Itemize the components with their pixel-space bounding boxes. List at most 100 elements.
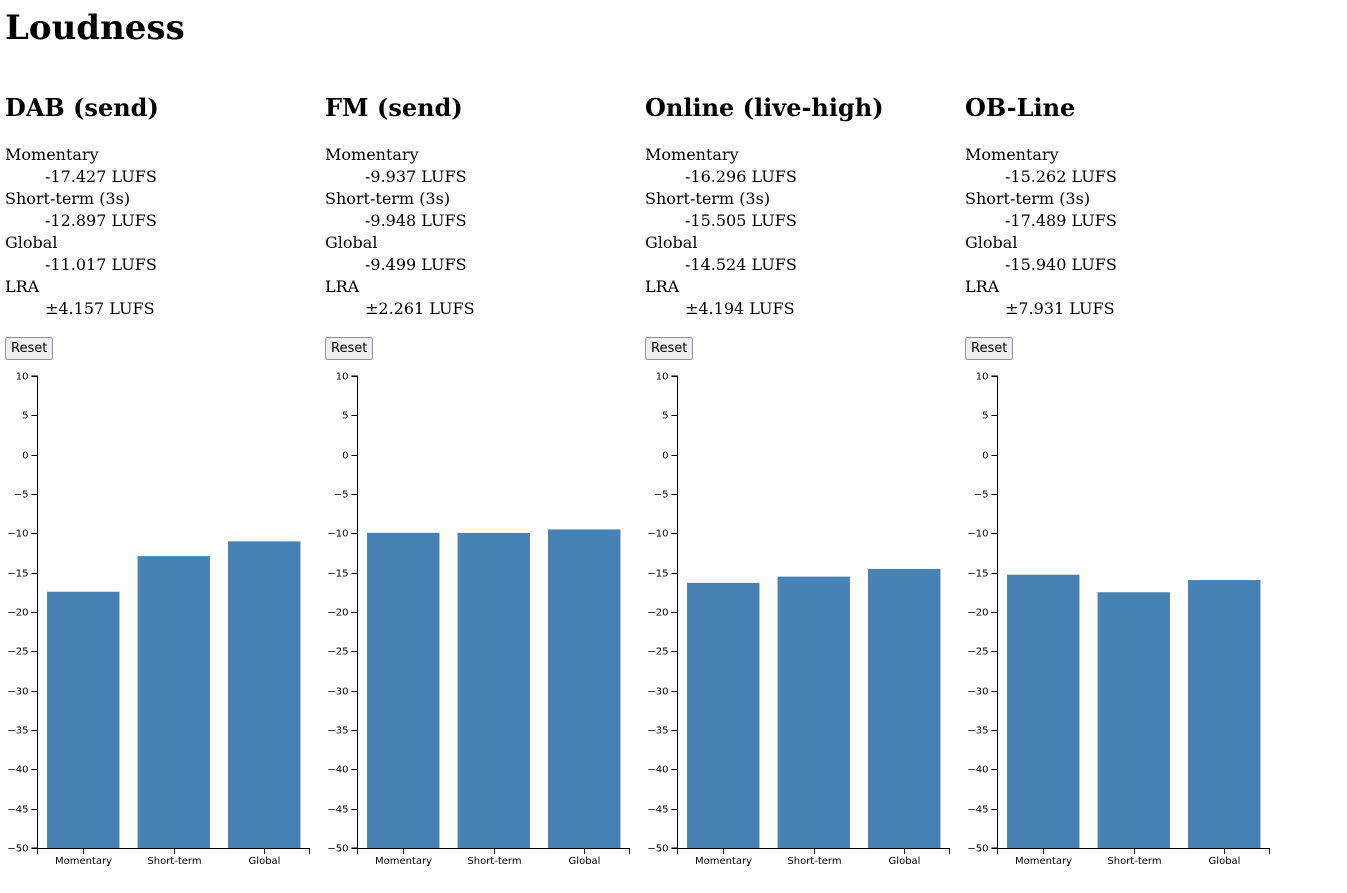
bar-momentary: [367, 533, 439, 848]
reset-button[interactable]: Reset: [645, 337, 693, 360]
y-tick-label: 5: [22, 411, 28, 422]
lra-value: ±2.261 LUFS: [365, 298, 475, 320]
momentary-label: Momentary: [5, 144, 157, 166]
y-tick-label: 0: [662, 451, 668, 462]
y-tick-label: 10: [976, 372, 989, 383]
y-tick-label: −40: [327, 765, 348, 776]
x-axis: Momentary Short-term Global: [358, 849, 630, 868]
panel-dab-send: DAB (send) Momentary -17.427 LUFS Short-…: [0, 0, 320, 893]
loudness-bar-chart: 10 5 0 −5 −10 −15 −20 −25 −30 −35 −40 −45 −50 Momenta…: [320, 365, 640, 875]
momentary-value: -16.296 LUFS: [685, 166, 797, 188]
y-tick-label: −5: [334, 490, 349, 501]
y-tick-label: 10: [336, 372, 349, 383]
bar-momentary: [1007, 575, 1079, 848]
y-tick-label: −10: [327, 529, 348, 540]
short-term-value: -15.505 LUFS: [685, 210, 797, 232]
plot-area: 10 5 0 −5 −10 −15 −20 −25 −30 −35 −40 −45 −50 Momenta…: [327, 372, 629, 868]
y-tick-label: −25: [647, 647, 668, 658]
lra-label: LRA: [325, 276, 475, 298]
x-axis: Momentary Short-term Global: [998, 849, 1270, 868]
reset-button[interactable]: Reset: [965, 337, 1013, 360]
stats-list: Momentary -17.427 LUFS Short-term (3s) -…: [5, 144, 157, 320]
y-tick-label: −35: [7, 726, 28, 737]
short-term-value: -17.489 LUFS: [1005, 210, 1117, 232]
y-tick-label: −50: [647, 844, 668, 855]
y-tick-label: −40: [7, 765, 28, 776]
y-tick-label: −25: [327, 647, 348, 658]
y-tick-label: −20: [7, 608, 28, 619]
y-tick-label: −20: [967, 608, 988, 619]
bar-global: [228, 541, 300, 848]
x-tick-label: Global: [249, 856, 281, 867]
global-value: -11.017 LUFS: [45, 254, 157, 276]
x-tick-label: Momentary: [695, 856, 752, 867]
short-term-value: -12.897 LUFS: [45, 210, 157, 232]
stats-list: Momentary -15.262 LUFS Short-term (3s) -…: [965, 144, 1117, 320]
short-term-label: Short-term (3s): [325, 188, 475, 210]
y-tick-label: −50: [967, 844, 988, 855]
panel-title: FM (send): [325, 92, 463, 124]
x-tick-label: Momentary: [375, 856, 432, 867]
momentary-label: Momentary: [325, 144, 475, 166]
lra-label: LRA: [5, 276, 157, 298]
y-tick-label: −45: [327, 805, 348, 816]
y-tick-label: −40: [647, 765, 668, 776]
loudness-bar-chart: 10 5 0 −5 −10 −15 −20 −25 −30 −35 −40 −45 −50 Momenta…: [960, 365, 1280, 875]
x-tick-label: Short-term: [787, 856, 841, 867]
x-axis-line: [38, 849, 310, 855]
x-axis: Momentary Short-term Global: [38, 849, 310, 868]
panel-title: OB-Line: [965, 92, 1075, 124]
y-tick-label: −30: [327, 687, 348, 698]
loudness-bar-chart: 10 5 0 −5 −10 −15 −20 −25 −30 −35 −40 −45 −50 Momenta…: [640, 365, 960, 875]
y-tick-label: 10: [656, 372, 669, 383]
y-tick-label: −15: [327, 569, 348, 580]
y-tick-label: −45: [647, 805, 668, 816]
y-tick-label: −25: [7, 647, 28, 658]
lra-label: LRA: [645, 276, 797, 298]
y-tick-label: −35: [647, 726, 668, 737]
y-tick-label: 0: [982, 451, 988, 462]
momentary-label: Momentary: [965, 144, 1117, 166]
global-value: -9.499 LUFS: [365, 254, 475, 276]
reset-button[interactable]: Reset: [325, 337, 373, 360]
x-tick-label: Momentary: [1015, 856, 1072, 867]
bar-global: [1188, 580, 1260, 848]
y-tick-label: −30: [967, 687, 988, 698]
y-axis: 10 5 0 −5 −10 −15 −20 −25 −30 −35 −40 −45 −50: [327, 372, 357, 855]
stats-list: Momentary -9.937 LUFS Short-term (3s) -9…: [325, 144, 475, 320]
y-tick-label: −20: [647, 608, 668, 619]
y-tick-label: −5: [974, 490, 989, 501]
bar-global: [548, 529, 620, 848]
y-tick-label: −40: [967, 765, 988, 776]
y-tick-label: −35: [327, 726, 348, 737]
y-tick-label: −45: [7, 805, 28, 816]
loudness-bar-chart: 10 5 0 −5 −10 −15 −20 −25 −30 −35 −40 −45 −50 Momenta…: [0, 365, 320, 875]
x-tick-label: Short-term: [467, 856, 521, 867]
bar-short-term: [138, 556, 210, 848]
stats-list: Momentary -16.296 LUFS Short-term (3s) -…: [645, 144, 797, 320]
plot-area: 10 5 0 −5 −10 −15 −20 −25 −30 −35 −40 −45 −50 Momenta…: [7, 372, 309, 868]
panel-ob-line: OB-Line Momentary -15.262 LUFS Short-ter…: [960, 0, 1280, 893]
x-axis-line: [998, 849, 1270, 855]
y-tick-label: −10: [647, 529, 668, 540]
lra-value: ±7.931 LUFS: [1005, 298, 1117, 320]
x-tick-label: Global: [569, 856, 601, 867]
y-tick-label: −20: [327, 608, 348, 619]
lra-label: LRA: [965, 276, 1117, 298]
y-tick-label: −5: [14, 490, 29, 501]
reset-button[interactable]: Reset: [5, 337, 53, 360]
lra-value: ±4.194 LUFS: [685, 298, 797, 320]
y-tick-label: 0: [342, 451, 348, 462]
panel-title: Online (live-high): [645, 92, 884, 124]
short-term-label: Short-term (3s): [965, 188, 1117, 210]
y-tick-label: −15: [967, 569, 988, 580]
y-tick-label: −50: [327, 844, 348, 855]
panel-online-live-high: Online (live-high) Momentary -16.296 LUF…: [640, 0, 960, 893]
y-tick-label: −5: [654, 490, 669, 501]
panel-title: DAB (send): [5, 92, 159, 124]
y-tick-label: 5: [662, 411, 668, 422]
y-tick-label: −35: [967, 726, 988, 737]
y-tick-label: 5: [342, 411, 348, 422]
momentary-label: Momentary: [645, 144, 797, 166]
bar-momentary: [47, 592, 119, 848]
